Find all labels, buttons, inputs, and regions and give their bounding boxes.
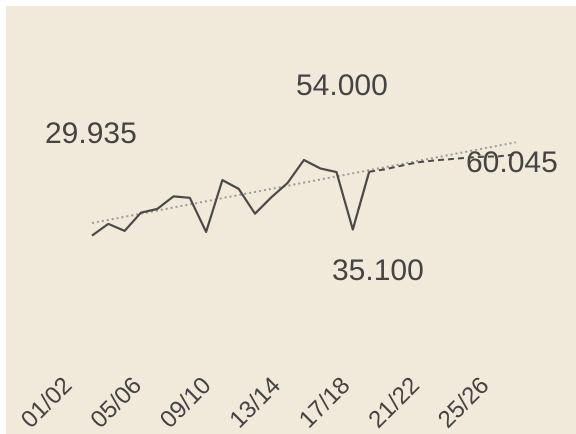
x-tick-label: 21/22 bbox=[363, 372, 425, 434]
series-layer bbox=[91, 141, 516, 237]
x-tick-label: 05/06 bbox=[85, 372, 147, 434]
annotation-peak-value: 54.000 bbox=[296, 69, 388, 102]
x-tick-label: 01/02 bbox=[16, 372, 78, 434]
x-axis-tick-labels: 01/02 05/06 09/10 13/14 17/18 21/22 25/26 bbox=[16, 372, 495, 434]
annotation-start-value: 29.935 bbox=[45, 117, 137, 150]
x-tick-label: 09/10 bbox=[155, 372, 217, 434]
x-tick-label: 25/26 bbox=[433, 372, 495, 434]
chart-panel bbox=[6, 6, 576, 434]
x-tick-label: 17/18 bbox=[294, 372, 356, 434]
trend-line bbox=[91, 141, 516, 224]
x-tick-label: 13/14 bbox=[224, 372, 286, 434]
annotation-forecast-value: 60.045 bbox=[466, 146, 558, 179]
forecast-series-line bbox=[351, 153, 516, 230]
actual-series-line bbox=[91, 158, 371, 237]
annotation-layer: 29.935 54.000 35.100 60.045 bbox=[45, 69, 558, 287]
annotation-dip-value: 35.100 bbox=[332, 254, 424, 287]
